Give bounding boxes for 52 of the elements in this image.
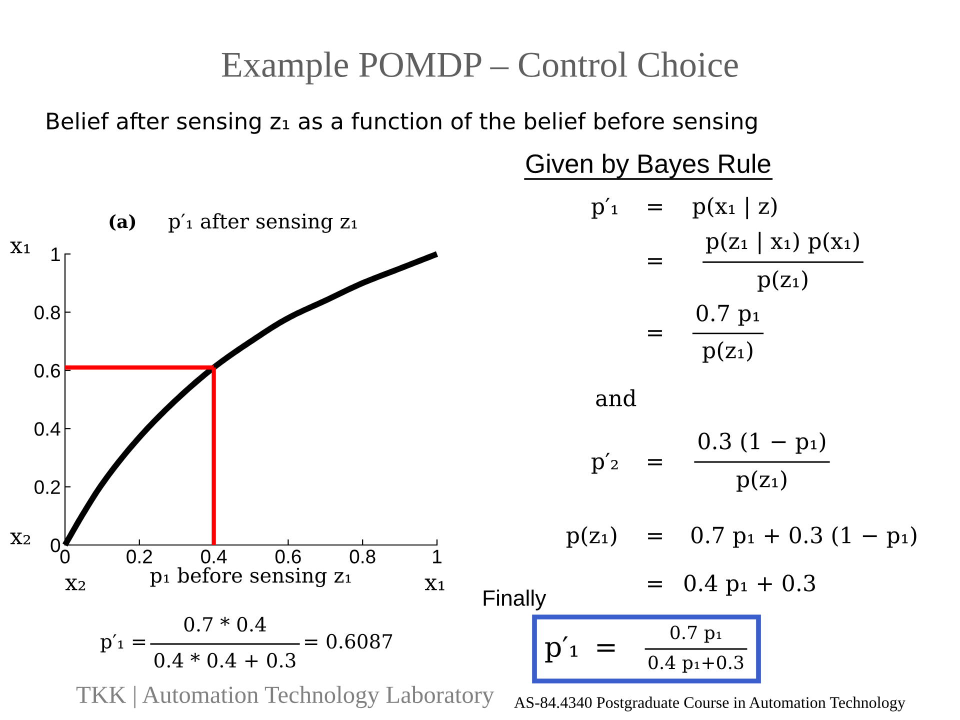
y-tick-label: 0.4 [34, 422, 60, 436]
text: = 0.6087 [305, 634, 392, 649]
text: p′₁ [545, 636, 578, 662]
text: and [596, 389, 636, 406]
chart-title: Example POMDP – Control Choice [222, 52, 738, 84]
text: p′₂ [592, 452, 618, 474]
text: x₁ [424, 578, 444, 590]
text: p′₁ = [100, 634, 146, 652]
x-tick-label: 0 [60, 550, 70, 564]
text: = [648, 204, 662, 210]
x-tick-label: 1 [433, 550, 442, 564]
text: 0.7 p₁ [696, 304, 760, 326]
text: p(z₁) [566, 526, 616, 548]
y-tick-label: 1 [52, 248, 60, 262]
x-tick-label: 0.2 [126, 550, 152, 564]
text: x₂ [10, 532, 30, 544]
text: p(z₁ | x₁) p(x₁) [706, 232, 859, 254]
text: 0.4 p₁ + 0.3 [684, 574, 815, 596]
y-tick-label: 0 [50, 538, 60, 552]
y-tick-label: 0.8 [34, 306, 60, 320]
text: = [648, 258, 662, 264]
text: x₁ [10, 242, 30, 254]
text: 0.7 p₁ [670, 626, 722, 643]
text: = [597, 644, 615, 652]
text: 0.4 p₁+0.3 [648, 656, 744, 673]
text: p(x₁ | z) [692, 196, 777, 220]
text: x₂ [65, 578, 86, 590]
text: 0.3 (1 − p₁) [698, 432, 826, 454]
x-tick-label: 0.8 [350, 550, 376, 564]
x-axis-title: p₁ before sensing z₁ [150, 567, 351, 588]
x-tick-label: 0.6 [275, 550, 301, 564]
text: p(z₁) [736, 470, 786, 492]
text: Finally [484, 590, 546, 610]
x-tick-label: 0.4 [201, 550, 227, 564]
text: = [648, 533, 662, 540]
text: = [648, 581, 662, 588]
chart-subtitle: Belief after sensing z₁ as a function of the belief before sensing [47, 112, 757, 134]
text: = [648, 459, 662, 466]
text: 0.4 * 0.4 + 0.3 [154, 652, 296, 668]
text: AS-84.4340 Postgraduate Course in Automation Technology [514, 696, 906, 712]
text: 0.7 p₁ + 0.3 (1 − p₁) [691, 526, 916, 548]
text: p′₁ [592, 198, 618, 219]
text: TKK | Automation Technology Laboratory [76, 686, 494, 708]
y-tick-label: 0.2 [34, 480, 60, 494]
text: p(z₁) [702, 341, 752, 363]
text: p′₁ after sensing z₁ [168, 213, 357, 233]
text: p(z₁) [758, 270, 808, 292]
text: (a) [110, 214, 136, 231]
text: Given by Bayes Rule [526, 154, 770, 178]
y-tick-label: 0.6 [34, 364, 60, 378]
text: 0.7 * 0.4 [184, 616, 266, 632]
text: = [648, 330, 662, 336]
